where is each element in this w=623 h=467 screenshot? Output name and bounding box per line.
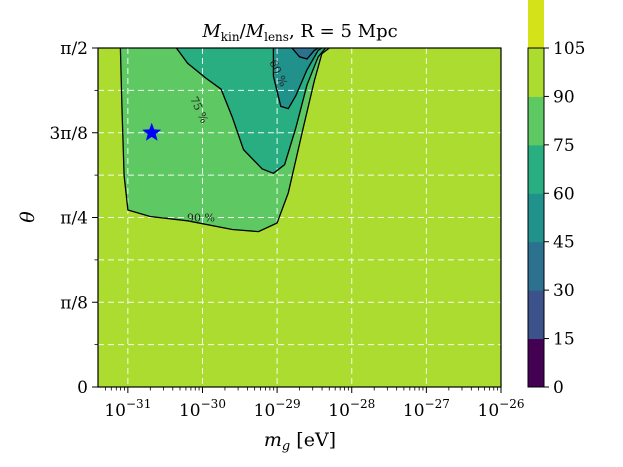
colorbar-tick-label: 45 <box>553 233 575 253</box>
contour-line-90 <box>119 48 330 233</box>
x-tick-label: 10−27 <box>403 397 450 421</box>
plot-area: 90 %75 %60 % <box>98 48 501 387</box>
y-axis: 0 π/8 π/4 3π/8 π/2 <box>49 39 98 398</box>
region-below-60 <box>273 48 322 109</box>
x-tick-label: 10−31 <box>104 397 151 421</box>
colorbar-tick-label: 60 <box>553 184 575 204</box>
y-tick-label: π/4 <box>60 209 88 229</box>
colorbar-frame <box>527 47 545 388</box>
marker-layer <box>142 122 162 141</box>
y-tick-label: 3π/8 <box>49 124 88 144</box>
contour-line-60 <box>272 48 323 110</box>
y-tick-label: 0 <box>77 378 88 398</box>
colorbar-tick-label: 0 <box>553 378 564 398</box>
contour-line-75 <box>175 48 327 175</box>
colorbar-segment <box>528 241 544 291</box>
colorbar-segment <box>528 96 544 146</box>
x-tick-label: 10−29 <box>254 397 301 421</box>
svg-text:mg [eV]: mg [eV] <box>264 429 336 454</box>
chart-title: Mkin/Mlens, R = 5 Mpc <box>201 21 397 44</box>
contour-label-90: 90 % <box>187 212 215 225</box>
x-tick-label: 10−28 <box>328 397 375 421</box>
colorbar-tick-label: 15 <box>553 330 575 350</box>
region-below-45 <box>292 48 319 59</box>
colorbar-segment <box>528 0 544 49</box>
x-axis: 10−31 10−30 10−29 10−28 10−27 10−26 <box>104 387 524 421</box>
colorbar-segment <box>528 338 544 388</box>
x-tick-label: 10−30 <box>179 397 226 421</box>
y-axis-label: θ <box>17 211 39 223</box>
y-tick-label: π/8 <box>60 293 88 313</box>
colorbar-segment <box>528 193 544 243</box>
x-tick-label: 10−26 <box>478 397 525 421</box>
colorbar-tick-label: 90 <box>553 87 575 107</box>
colorbar-tick-label: 75 <box>553 136 575 156</box>
x-axis-label: mg [eV] <box>264 429 336 454</box>
y-tick-label: π/2 <box>60 39 88 59</box>
colorbar-segment <box>528 290 544 340</box>
svg-text:Mkin/Mlens, R = 5 Mpc: Mkin/Mlens, R = 5 Mpc <box>201 21 397 44</box>
contour-line-45 <box>291 48 319 60</box>
colorbar-tick-label: 30 <box>553 281 575 301</box>
grid-lines <box>98 48 501 387</box>
colorbar: 0 15 30 45 60 75 90 105 <box>527 0 585 398</box>
star-marker <box>142 122 162 141</box>
colorbar-tick-label: 105 <box>553 39 585 59</box>
colorbar-segment <box>528 48 544 97</box>
colorbar-segment <box>528 144 544 194</box>
